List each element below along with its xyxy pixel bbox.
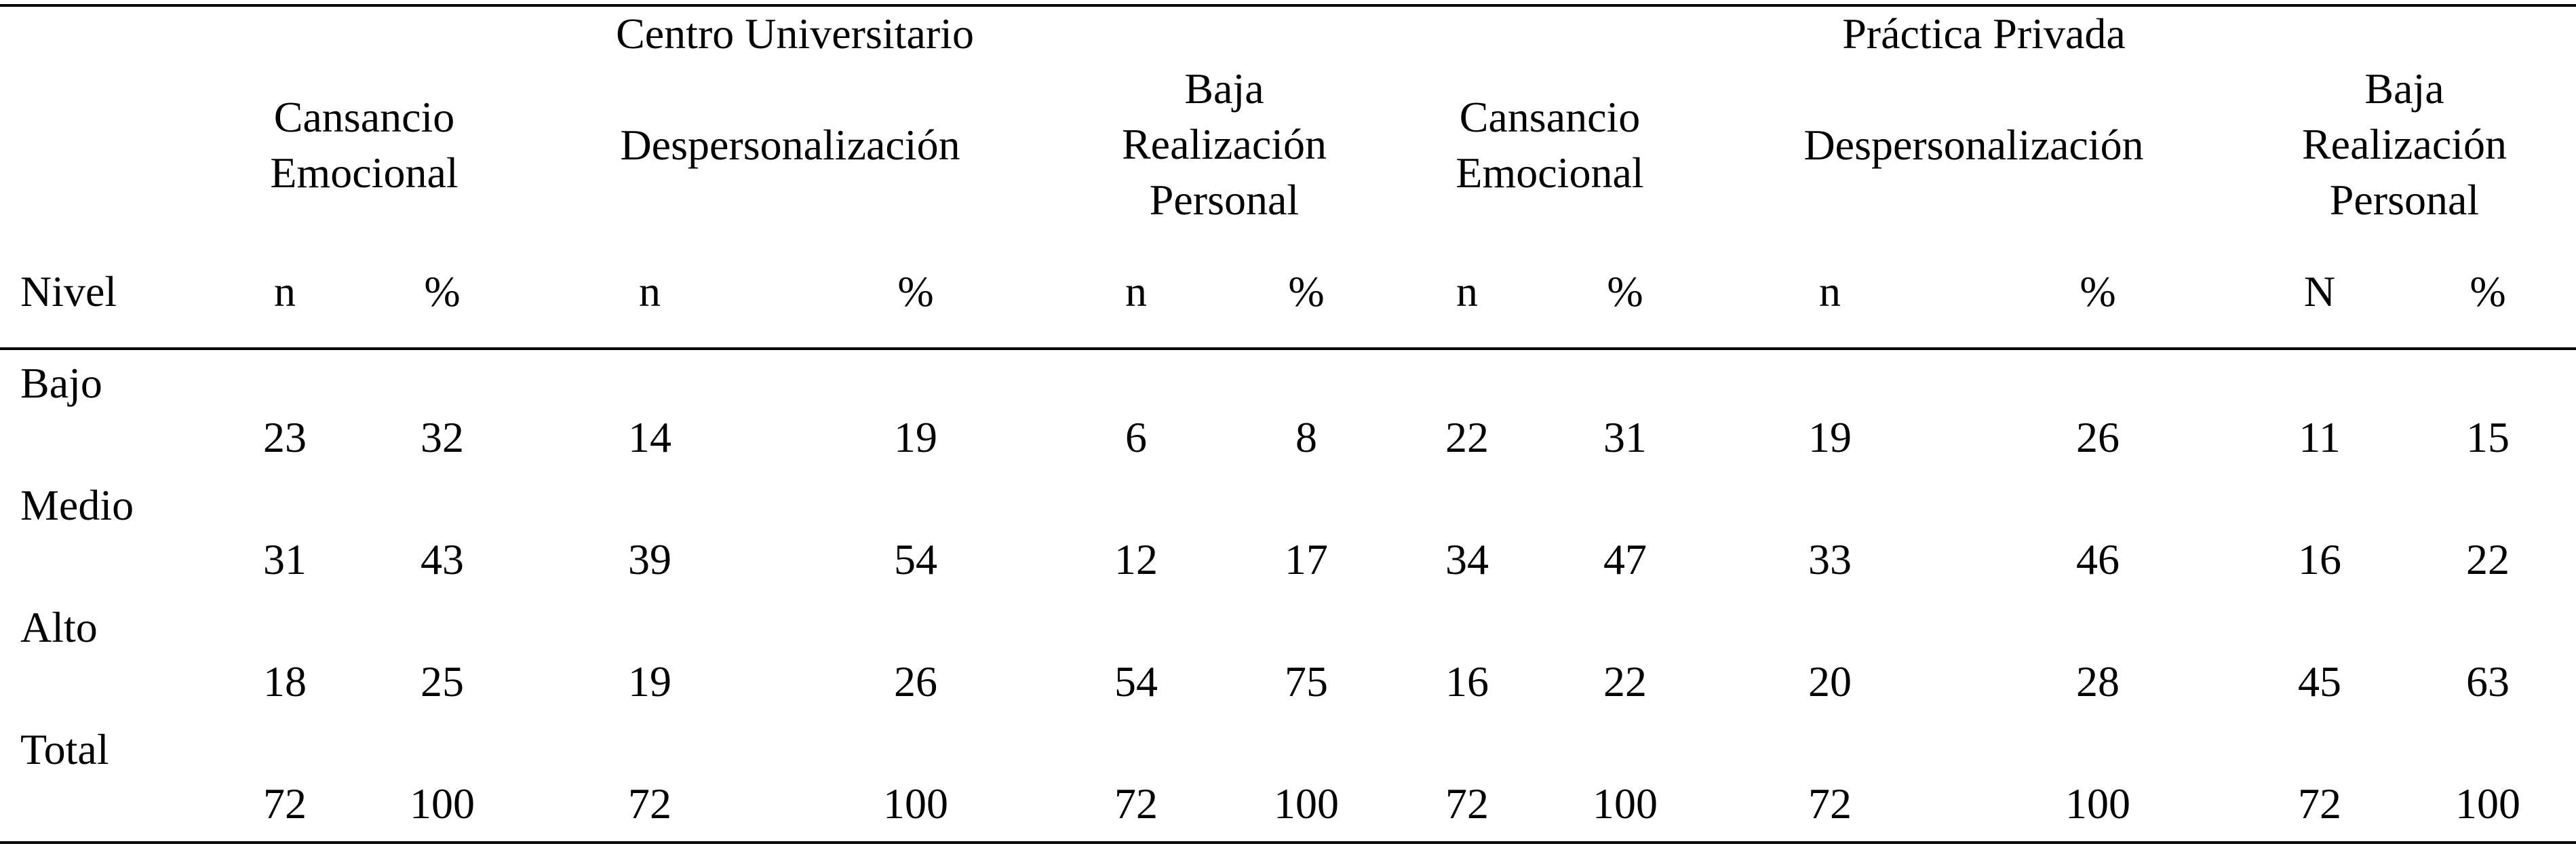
table-cell: 47 [1603, 535, 1647, 583]
table-cell: 22 [2466, 535, 2510, 583]
table-cell: 8 [1295, 413, 1317, 461]
table-cell: 100 [883, 779, 948, 828]
table-cell: 72 [1808, 779, 1852, 828]
table-cell: 14 [628, 413, 671, 461]
table-header-rule [0, 347, 2576, 350]
table-cell: 26 [894, 657, 937, 706]
column-header-n: n [639, 267, 661, 315]
table-cell: 100 [2065, 779, 2130, 828]
subheader-line: Baja [2364, 64, 2444, 113]
table-cell: 72 [1114, 779, 1158, 828]
subheader-line: Personal [2329, 176, 2480, 224]
table-bottom-rule [0, 841, 2576, 844]
table-cell: 15 [2466, 413, 2510, 461]
subheader-pp-cansancio-emocional: Cansancio Emocional [1456, 90, 1643, 201]
table-cell: 25 [421, 657, 464, 706]
subheader-line: Realización [1121, 120, 1327, 168]
table-cell: 100 [1274, 779, 1339, 828]
column-header-nivel: Nivel [20, 267, 117, 315]
subheader-cu-baja-realizacion-personal: Baja Realización Personal [1122, 61, 1327, 228]
table-cell: 18 [263, 657, 307, 706]
table-cell: 34 [1445, 535, 1489, 583]
table-cell: 72 [2298, 779, 2341, 828]
table-cell: 26 [2076, 413, 2120, 461]
table-cell: 12 [1114, 535, 1158, 583]
column-header-n: n [1819, 267, 1841, 315]
column-header-n: n [1125, 267, 1147, 315]
table-cell: 22 [1445, 413, 1489, 461]
row-label: Total [20, 725, 109, 773]
table-cell: 45 [2298, 657, 2341, 706]
table-cell: 11 [2299, 413, 2341, 461]
row-label: Medio [20, 481, 134, 529]
table-cell: 19 [894, 413, 937, 461]
table-top-rule [0, 4, 2576, 7]
column-header-percent: % [1288, 267, 1325, 315]
table-cell: 17 [1285, 535, 1328, 583]
subheader-pp-baja-realizacion-personal: Baja Realización Personal [2302, 61, 2507, 228]
column-header-n: n [1456, 267, 1478, 315]
table-cell: 22 [1603, 657, 1647, 706]
subheader-line: Baja [1184, 64, 1264, 113]
column-header-percent: % [424, 267, 461, 315]
subheader-cu-cansancio-emocional: Cansancio Emocional [270, 90, 458, 201]
subheader-pp-despersonalizacion: Despersonalización [1803, 121, 2144, 169]
table-cell: 72 [628, 779, 671, 828]
table-cell: 43 [421, 535, 464, 583]
table-cell: 20 [1808, 657, 1852, 706]
table-cell: 100 [410, 779, 475, 828]
table-cell: 54 [1114, 657, 1158, 706]
table-cell: 6 [1125, 413, 1147, 461]
table-cell: 72 [263, 779, 307, 828]
subheader-cu-despersonalizacion: Despersonalización [620, 121, 960, 169]
table-cell: 75 [1285, 657, 1328, 706]
subheader-line: Cansancio [273, 93, 455, 141]
table-cell: 72 [1445, 779, 1489, 828]
row-label: Alto [20, 603, 98, 651]
table-cell: 19 [1808, 413, 1852, 461]
column-header-n: N [2303, 267, 2336, 315]
table-cell: 54 [894, 535, 937, 583]
table-cell: 46 [2076, 535, 2120, 583]
subheader-line: Realización [2301, 120, 2507, 168]
column-header-percent: % [897, 267, 934, 315]
subheader-line: Emocional [270, 149, 458, 197]
table-cell: 31 [263, 535, 307, 583]
table-cell: 16 [2298, 535, 2341, 583]
table-cell: 63 [2466, 657, 2510, 706]
column-header-percent: % [1607, 267, 1643, 315]
table-cell: 31 [1603, 413, 1647, 461]
table-cell: 28 [2076, 657, 2120, 706]
table-cell: 19 [628, 657, 671, 706]
column-header-percent: % [2080, 267, 2116, 315]
subheader-line: Emocional [1456, 149, 1644, 197]
table-cell: 100 [2455, 779, 2520, 828]
table-cell: 100 [1593, 779, 1658, 828]
table-cell: 23 [263, 413, 307, 461]
table-cell: 39 [628, 535, 671, 583]
group-header-centro-universitario: Centro Universitario [616, 9, 974, 58]
column-header-n: n [274, 267, 296, 315]
group-header-practica-privada: Práctica Privada [1842, 9, 2126, 58]
table-cell: 32 [421, 413, 464, 461]
subheader-line: Personal [1149, 176, 1300, 224]
subheader-line: Cansancio [1459, 93, 1641, 141]
column-header-percent: % [2470, 267, 2506, 315]
row-label: Bajo [20, 359, 102, 407]
table-cell: 16 [1445, 657, 1489, 706]
table-cell: 33 [1808, 535, 1852, 583]
